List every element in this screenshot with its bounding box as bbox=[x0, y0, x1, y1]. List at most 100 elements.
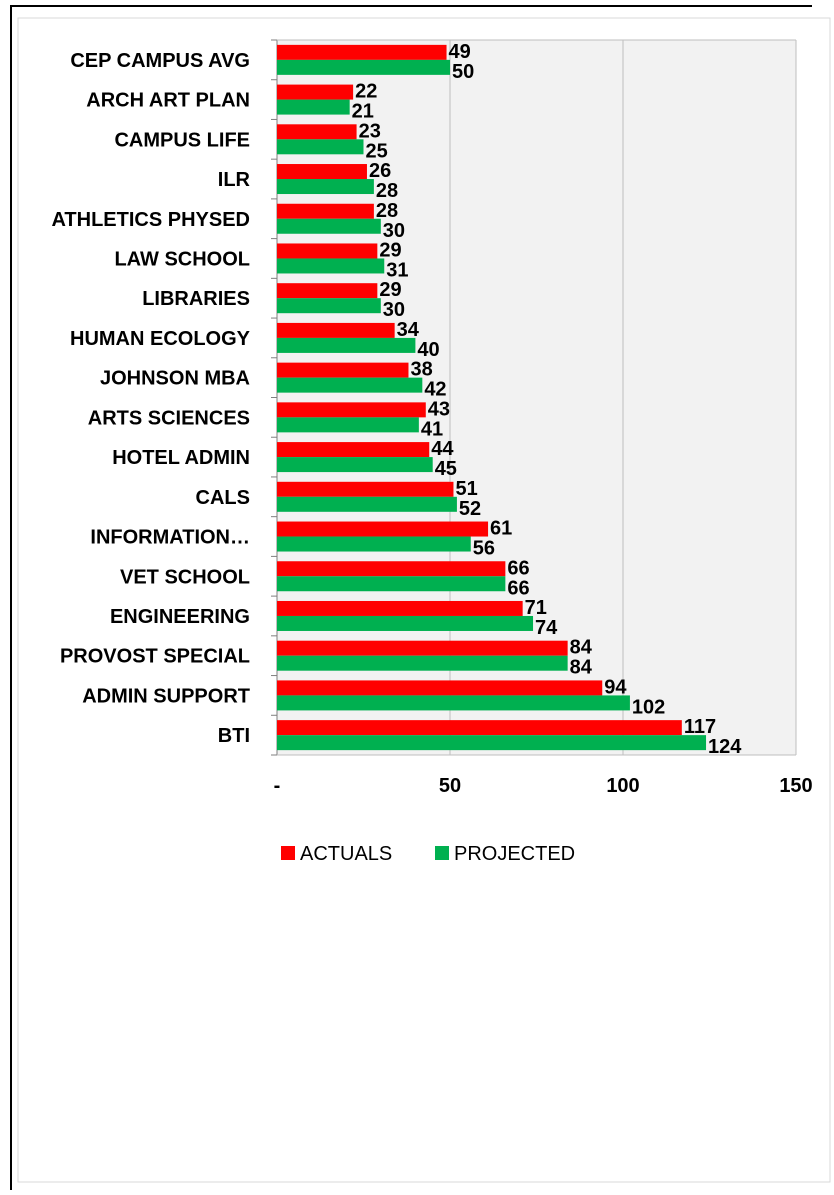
category-label: CEP CAMPUS AVG bbox=[70, 50, 250, 72]
bar-actuals bbox=[277, 322, 395, 338]
bar-actuals bbox=[277, 402, 426, 418]
bar-actuals bbox=[277, 600, 523, 616]
bars bbox=[277, 44, 707, 751]
data-label-actuals: 22 bbox=[355, 81, 377, 103]
category-label: PROVOST SPECIAL bbox=[60, 646, 250, 668]
bar-projected bbox=[277, 377, 423, 393]
x-tick-label: 100 bbox=[606, 775, 639, 797]
x-tick-label: 150 bbox=[779, 775, 812, 797]
bar-actuals bbox=[277, 164, 367, 180]
category-label: ILR bbox=[218, 169, 251, 191]
data-label-actuals: 117 bbox=[684, 716, 716, 738]
data-label-projected: 41 bbox=[421, 418, 443, 440]
category-label: ATHLETICS PHYSED bbox=[51, 209, 250, 231]
data-label-actuals: 28 bbox=[376, 200, 398, 222]
bar-actuals bbox=[277, 640, 568, 656]
bar-projected bbox=[277, 59, 450, 75]
bar-actuals bbox=[277, 283, 378, 299]
category-label: ENGINEERING bbox=[110, 606, 250, 628]
data-label-projected: 40 bbox=[417, 339, 439, 361]
bar-projected bbox=[277, 576, 506, 592]
bar-actuals bbox=[277, 481, 454, 497]
bar-projected bbox=[277, 695, 630, 711]
data-label-projected: 25 bbox=[366, 140, 388, 162]
bar-projected bbox=[277, 179, 374, 195]
data-label-actuals: 51 bbox=[455, 478, 477, 500]
data-label-projected: 45 bbox=[435, 458, 457, 480]
data-label-actuals: 44 bbox=[431, 438, 454, 460]
bar-actuals bbox=[277, 203, 374, 219]
data-label-projected: 66 bbox=[507, 577, 529, 599]
data-label-actuals: 29 bbox=[379, 239, 401, 261]
bar-projected bbox=[277, 457, 433, 473]
data-label-projected: 21 bbox=[352, 101, 374, 123]
data-label-actuals: 26 bbox=[369, 160, 391, 182]
data-label-actuals: 43 bbox=[428, 398, 450, 420]
bar-actuals bbox=[277, 362, 409, 378]
category-label: HUMAN ECOLOGY bbox=[70, 328, 251, 350]
bar-projected bbox=[277, 417, 419, 433]
bar-projected bbox=[277, 496, 457, 512]
data-label-projected: 42 bbox=[424, 379, 446, 401]
legend-swatch bbox=[281, 846, 295, 860]
bar-projected bbox=[277, 99, 350, 115]
category-label: BTI bbox=[218, 725, 250, 747]
data-labels: 4950222123252628283029312930344038424341… bbox=[352, 41, 743, 758]
bar-projected bbox=[277, 735, 707, 751]
bar-actuals bbox=[277, 442, 430, 458]
category-label: CAMPUS LIFE bbox=[114, 129, 250, 151]
bar-projected bbox=[277, 337, 416, 353]
data-label-actuals: 38 bbox=[410, 359, 432, 381]
bar-projected bbox=[277, 298, 381, 314]
category-label: CALS bbox=[196, 487, 250, 509]
x-tick-label: 50 bbox=[439, 775, 461, 797]
data-label-projected: 31 bbox=[386, 259, 408, 281]
x-tick-label: - bbox=[274, 775, 281, 797]
data-label-actuals: 23 bbox=[359, 120, 381, 142]
bar-actuals bbox=[277, 521, 489, 537]
category-label: ARCH ART PLAN bbox=[86, 90, 250, 112]
data-label-actuals: 34 bbox=[397, 319, 420, 341]
bar-actuals bbox=[277, 561, 506, 577]
bar-actuals bbox=[277, 84, 354, 100]
category-label: LIBRARIES bbox=[142, 288, 250, 310]
data-label-actuals: 71 bbox=[525, 597, 547, 619]
data-label-projected: 124 bbox=[708, 736, 742, 758]
bar-actuals bbox=[277, 243, 378, 259]
data-label-projected: 74 bbox=[535, 617, 558, 639]
bar-projected bbox=[277, 536, 471, 552]
category-label: JOHNSON MBA bbox=[100, 368, 250, 390]
category-label: LAW SCHOOL bbox=[114, 248, 250, 270]
bar-projected bbox=[277, 655, 568, 671]
category-label: VET SCHOOL bbox=[120, 566, 250, 588]
data-label-actuals: 94 bbox=[604, 676, 627, 698]
data-label-actuals: 29 bbox=[379, 279, 401, 301]
category-label: HOTEL ADMIN bbox=[112, 447, 250, 469]
legend-label: PROJECTED bbox=[454, 843, 575, 865]
data-label-projected: 84 bbox=[570, 657, 593, 679]
data-label-actuals: 61 bbox=[490, 518, 512, 540]
category-labels: CEP CAMPUS AVG ARCH ART PLAN CAMPUS LIFE IL… bbox=[51, 50, 250, 747]
bar-projected bbox=[277, 615, 534, 631]
data-label-projected: 56 bbox=[473, 538, 495, 560]
plot-area bbox=[277, 40, 796, 755]
bar-actuals bbox=[277, 44, 447, 60]
category-label: ARTS SCIENCES bbox=[88, 407, 250, 429]
bar-actuals bbox=[277, 124, 357, 140]
data-label-actuals: 84 bbox=[570, 637, 593, 659]
bar-projected bbox=[277, 258, 385, 274]
bar-projected bbox=[277, 139, 364, 155]
category-label: INFORMATION… bbox=[90, 527, 250, 549]
bar-actuals bbox=[277, 680, 603, 696]
legend-swatch bbox=[435, 846, 449, 860]
data-label-projected: 52 bbox=[459, 498, 481, 520]
legend: ACTUALS PROJECTED bbox=[281, 843, 575, 865]
data-label-projected: 30 bbox=[383, 220, 405, 242]
legend-label: ACTUALS bbox=[300, 843, 392, 865]
bar-projected bbox=[277, 218, 381, 234]
data-label-actuals: 66 bbox=[507, 557, 529, 579]
data-label-actuals: 49 bbox=[449, 41, 471, 63]
data-label-projected: 28 bbox=[376, 180, 398, 202]
